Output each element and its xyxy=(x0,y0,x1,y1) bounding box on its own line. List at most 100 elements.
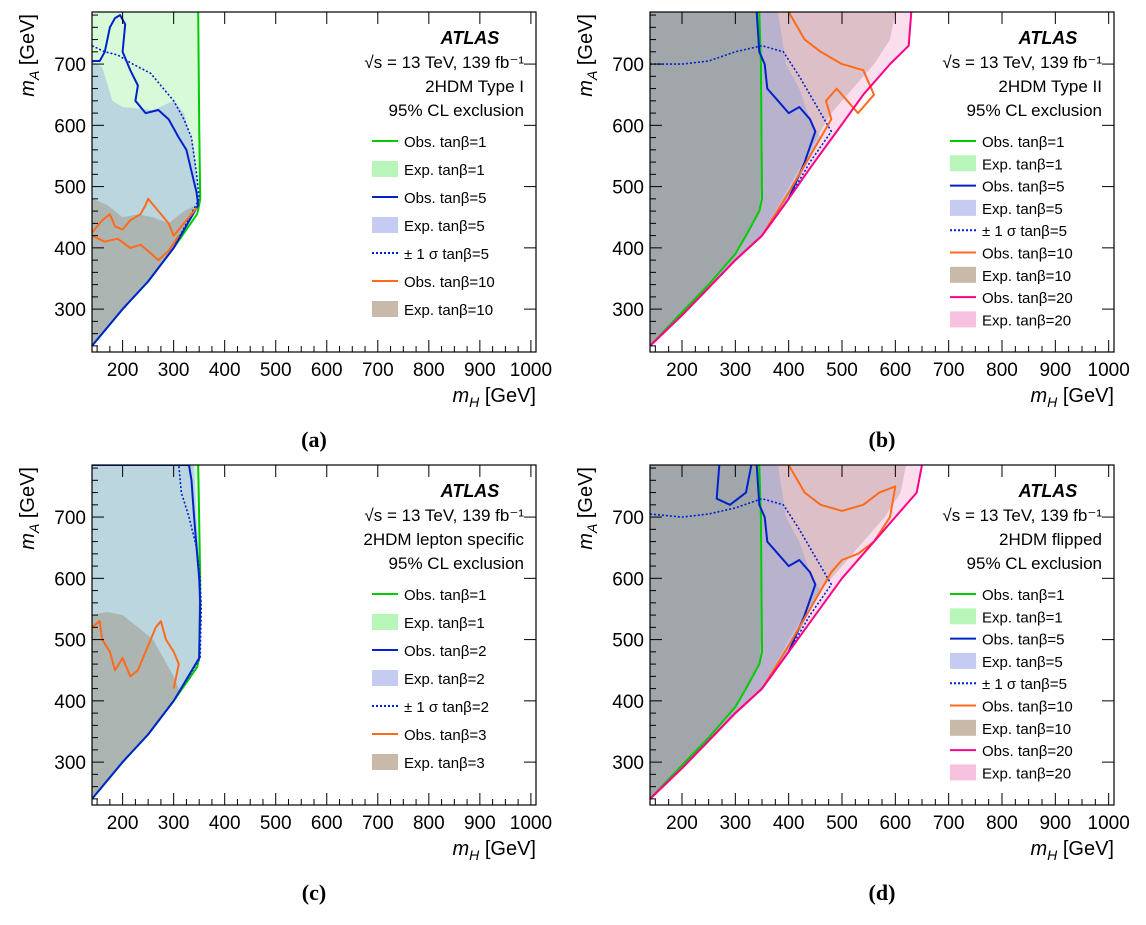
x-tick-label: 700 xyxy=(362,360,394,381)
y-tick-label: 600 xyxy=(54,116,86,137)
legend-entry: Exp. tanβ=10 xyxy=(982,721,1071,738)
legend-entry: Exp. tanβ=1 xyxy=(404,615,485,632)
info-line-1: √s = 13 TeV, 139 fb⁻¹ xyxy=(364,53,524,72)
y-tick-label: 700 xyxy=(54,508,86,529)
legend-entry: Exp. tanβ=2 xyxy=(404,671,485,688)
y-axis-title: mA [GeV] xyxy=(575,467,600,550)
legend-entry: Exp. tanβ=1 xyxy=(404,162,485,179)
x-tick-label: 1000 xyxy=(510,360,552,381)
y-tick-label: 400 xyxy=(54,239,86,260)
x-tick-label: 900 xyxy=(464,360,496,381)
x-tick-label: 400 xyxy=(209,360,241,381)
observed-contour-9 xyxy=(650,12,913,347)
sigma-contour-7 xyxy=(650,44,833,347)
experiment-label: ATLAS xyxy=(1018,481,1078,501)
legend-entry: Obs. tanβ=5 xyxy=(982,179,1064,196)
x-tick-label: 500 xyxy=(260,360,292,381)
chart-panel-1: 200 300 400 500 600 700 800 900 1000 300 400 500 600… xyxy=(17,11,552,452)
observed-contour-8 xyxy=(92,234,180,262)
x-tick-label: 300 xyxy=(158,813,190,834)
x-tick-label: 200 xyxy=(107,360,139,381)
x-axis-title: mH [GeV] xyxy=(453,385,537,410)
observed-contour-5 xyxy=(650,465,763,800)
legend-swatch xyxy=(372,670,398,686)
x-tick-label: 700 xyxy=(362,813,394,834)
x-tick-label: 700 xyxy=(933,360,965,381)
info-line-2: 2HDM flipped xyxy=(999,530,1102,549)
info-line-2: 2HDM Type I xyxy=(425,77,524,96)
legend-entry: Obs. tanβ=5 xyxy=(404,190,486,207)
y-tick-label: 500 xyxy=(54,631,86,652)
legend-entry: Obs. tanβ=10 xyxy=(982,246,1073,263)
legend-swatch xyxy=(372,301,398,317)
exclusion-band-3 xyxy=(92,612,179,799)
info-line-3: 95% CL exclusion xyxy=(389,101,524,120)
x-tick-label: 500 xyxy=(260,813,292,834)
legend-entry: Exp. tanβ=5 xyxy=(404,218,485,235)
y-tick-label: 300 xyxy=(54,753,86,774)
legend-entry: Exp. tanβ=10 xyxy=(404,302,493,319)
legend-entry: Obs. tanβ=1 xyxy=(404,587,486,604)
legend-entry: ± 1 σ tanβ=5 xyxy=(982,223,1067,240)
legend-swatch xyxy=(950,719,976,736)
legend-entry: Exp. tanβ=5 xyxy=(982,201,1063,218)
legend-entry: Obs. tanβ=3 xyxy=(404,727,486,744)
x-tick-label: 200 xyxy=(666,813,698,834)
y-tick-label: 500 xyxy=(612,178,644,199)
x-tick-label: 800 xyxy=(413,813,445,834)
info-line-3: 95% CL exclusion xyxy=(389,554,524,573)
y-tick-label: 700 xyxy=(612,508,644,529)
info-line-2: 2HDM Type II xyxy=(998,77,1102,96)
observed-contour-5 xyxy=(92,14,200,347)
panel-label: (c) xyxy=(302,880,326,905)
legend-entry: Obs. tanβ=1 xyxy=(404,134,486,151)
x-tick-label: 800 xyxy=(986,360,1018,381)
legend-entry: Exp. tanβ=5 xyxy=(982,654,1063,671)
exclusion-band-3 xyxy=(92,198,197,346)
x-tick-label: 200 xyxy=(107,813,139,834)
plot-area xyxy=(650,465,923,800)
x-tick-label: 600 xyxy=(879,813,911,834)
legend-swatch xyxy=(372,754,398,770)
observed-contour-7 xyxy=(92,620,180,689)
x-tick-label: 800 xyxy=(986,813,1018,834)
legend-entry: Exp. tanβ=20 xyxy=(982,765,1071,782)
y-tick-label: 300 xyxy=(612,753,644,774)
x-tick-label: 300 xyxy=(719,360,751,381)
legend-entry: Obs. tanβ=2 xyxy=(404,643,486,660)
x-tick-label: 900 xyxy=(464,813,496,834)
legend-entry: Exp. tanβ=3 xyxy=(404,755,485,772)
x-tick-label: 400 xyxy=(209,813,241,834)
y-tick-label: 700 xyxy=(612,55,644,76)
legend-swatch xyxy=(950,311,976,328)
observed-contour-10 xyxy=(650,465,923,800)
x-tick-label: 1000 xyxy=(1088,813,1130,834)
y-tick-label: 500 xyxy=(612,631,644,652)
legend-entry: Obs. tanβ=1 xyxy=(982,587,1064,604)
y-tick-label: 400 xyxy=(612,692,644,713)
legend-entry: Obs. tanβ=10 xyxy=(404,274,495,291)
legend-entry: Obs. tanβ=10 xyxy=(982,699,1073,716)
x-tick-label: 300 xyxy=(158,360,190,381)
sigma-contour-6 xyxy=(92,44,200,347)
legend-swatch xyxy=(372,161,398,177)
legend-swatch xyxy=(950,652,976,669)
legend-swatch xyxy=(372,217,398,233)
y-tick-label: 600 xyxy=(612,116,644,137)
x-tick-label: 300 xyxy=(719,813,751,834)
legend-entry: ± 1 σ tanβ=5 xyxy=(404,246,489,263)
x-tick-label: 500 xyxy=(826,813,858,834)
x-tick-label: 400 xyxy=(773,360,805,381)
legend-entry: Exp. tanβ=1 xyxy=(982,609,1063,626)
x-tick-label: 700 xyxy=(933,813,965,834)
y-axis-title: mA [GeV] xyxy=(17,14,42,97)
legend-entry: ± 1 σ tanβ=2 xyxy=(404,699,489,716)
observed-contour-7 xyxy=(92,197,198,237)
experiment-label: ATLAS xyxy=(440,28,500,48)
x-tick-label: 1000 xyxy=(1088,360,1130,381)
legend-entry: Exp. tanβ=10 xyxy=(982,268,1071,285)
legend-swatch xyxy=(950,155,976,172)
sigma-contour-6 xyxy=(92,465,202,800)
plot-area xyxy=(92,465,202,800)
